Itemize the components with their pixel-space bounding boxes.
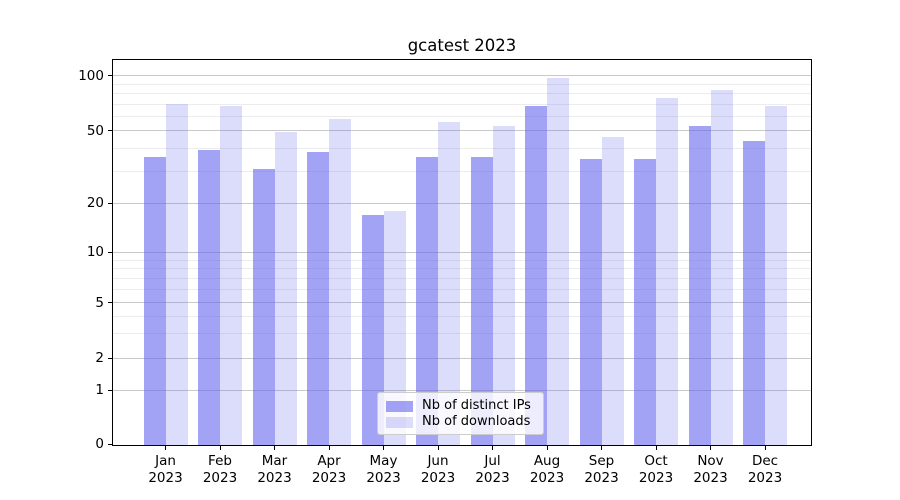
- x-tick-oct-2023: [655, 446, 657, 450]
- legend-item-distinct-ips: Nb of distinct IPs: [386, 398, 535, 414]
- y-gridline-major-10: [113, 251, 811, 253]
- y-gridline-major-2: [113, 357, 811, 359]
- bar-nb-of-downloads-oct-2023: [656, 97, 678, 445]
- y-gridline-minor-40: [113, 147, 811, 149]
- y-gridline-major-1: [113, 389, 811, 391]
- legend-label-downloads: Nb of downloads: [422, 414, 531, 429]
- y-gridline-major-50: [113, 130, 811, 132]
- bar-nb-of-distinct-ips-dec-2023: [743, 140, 765, 445]
- y-tick-100: [108, 75, 112, 77]
- bar-nb-of-downloads-jun-2023: [438, 121, 460, 445]
- x-tick-mar-2023: [274, 446, 275, 450]
- chart-title: gcatest 2023: [407, 36, 517, 55]
- x-tick-may-2023: [383, 446, 384, 450]
- bar-nb-of-downloads-sep-2023: [601, 137, 624, 445]
- bar-nb-of-distinct-ips-apr-2023: [307, 152, 329, 445]
- x-tick-jan-2023: [165, 446, 166, 450]
- y-tick-label-20: 20: [86, 195, 104, 212]
- bar-nb-of-downloads-jan-2023: [165, 104, 188, 445]
- bar-nb-of-distinct-ips-aug-2023: [525, 106, 547, 445]
- bar-nb-of-distinct-ips-may-2023: [361, 214, 384, 445]
- legend: Nb of distinct IPs Nb of downloads: [377, 392, 544, 435]
- bar-nb-of-downloads-may-2023: [383, 210, 406, 445]
- y-tick-50: [108, 130, 112, 132]
- y-tick-1: [108, 389, 112, 391]
- y-gridline-major-100: [113, 75, 811, 77]
- y-gridline-major-5: [113, 302, 811, 304]
- bar-nb-of-distinct-ips-jun-2023: [416, 156, 438, 445]
- y-tick-2: [108, 357, 112, 359]
- y-gridline-minor-60: [113, 115, 811, 117]
- x-tick-apr-2023: [328, 446, 330, 450]
- y-gridline-minor-90: [113, 83, 811, 85]
- y-tick-20: [108, 202, 112, 204]
- y-gridline-minor-30: [113, 170, 811, 172]
- legend-swatch-distinct-ips: [386, 400, 413, 412]
- y-tick-label-100: 100: [78, 67, 104, 84]
- y-gridline-minor-9: [113, 259, 811, 261]
- y-gridline-minor-70: [113, 103, 811, 105]
- bar-nb-of-downloads-nov-2023: [710, 89, 733, 445]
- x-tick-label-oct-2023: Oct 2023: [638, 453, 674, 486]
- bar-nb-of-distinct-ips-jan-2023: [143, 156, 166, 445]
- bar-nb-of-distinct-ips-mar-2023: [252, 168, 275, 445]
- x-tick-label-mar-2023: Mar 2023: [257, 453, 292, 486]
- bar-nb-of-downloads-apr-2023: [329, 118, 351, 445]
- bar-nb-of-distinct-ips-feb-2023: [198, 150, 220, 445]
- bar-nb-of-downloads-aug-2023: [547, 78, 569, 445]
- x-tick-label-jun-2023: Jun 2023: [420, 453, 456, 486]
- x-tick-label-sep-2023: Sep 2023: [584, 453, 619, 486]
- x-tick-label-may-2023: May 2023: [366, 453, 401, 486]
- x-tick-feb-2023: [219, 446, 221, 450]
- y-gridline-minor-80: [113, 92, 811, 94]
- x-tick-jun-2023: [437, 446, 439, 450]
- bar-nb-of-distinct-ips-nov-2023: [688, 125, 711, 445]
- y-gridline-minor-3: [113, 333, 811, 335]
- plot-area: [112, 59, 812, 446]
- x-tick-label-dec-2023: Dec 2023: [747, 453, 783, 486]
- y-gridline-minor-6: [113, 288, 811, 290]
- y-tick-label-5: 5: [95, 294, 104, 311]
- y-gridline-minor-8: [113, 268, 811, 270]
- bar-nb-of-downloads-dec-2023: [765, 106, 787, 445]
- y-gridline-minor-4: [113, 315, 811, 317]
- x-tick-nov-2023: [710, 446, 711, 450]
- x-tick-label-jul-2023: Jul 2023: [475, 453, 510, 486]
- bar-nb-of-downloads-jul-2023: [492, 125, 515, 445]
- bar-nb-of-downloads-mar-2023: [274, 132, 297, 445]
- bar-nb-of-distinct-ips-oct-2023: [634, 158, 656, 445]
- y-gridline-minor-7: [113, 277, 811, 279]
- y-tick-5: [108, 302, 112, 304]
- x-tick-label-jan-2023: Jan 2023: [148, 453, 183, 486]
- y-tick-label-2: 2: [95, 350, 104, 367]
- legend-item-downloads: Nb of downloads: [386, 414, 535, 430]
- bar-nb-of-distinct-ips-jul-2023: [470, 156, 493, 445]
- y-tick-label-10: 10: [86, 244, 104, 261]
- y-tick-0: [108, 443, 112, 445]
- x-tick-label-apr-2023: Apr 2023: [311, 453, 347, 486]
- y-tick-10: [108, 251, 112, 253]
- x-tick-label-nov-2023: Nov 2023: [693, 453, 728, 486]
- x-tick-label-feb-2023: Feb 2023: [202, 453, 238, 486]
- bar-nb-of-distinct-ips-sep-2023: [579, 158, 602, 445]
- y-tick-label-1: 1: [95, 382, 104, 399]
- x-tick-jul-2023: [492, 446, 493, 450]
- x-tick-aug-2023: [546, 446, 548, 450]
- legend-label-distinct-ips: Nb of distinct IPs: [422, 398, 531, 413]
- y-tick-label-50: 50: [86, 122, 104, 139]
- y-tick-label-0: 0: [95, 436, 104, 453]
- x-tick-dec-2023: [764, 446, 766, 450]
- x-tick-label-aug-2023: Aug 2023: [529, 453, 565, 486]
- bar-nb-of-downloads-feb-2023: [220, 106, 242, 445]
- x-tick-sep-2023: [601, 446, 602, 450]
- legend-swatch-downloads: [386, 416, 413, 428]
- y-gridline-major-20: [113, 202, 811, 204]
